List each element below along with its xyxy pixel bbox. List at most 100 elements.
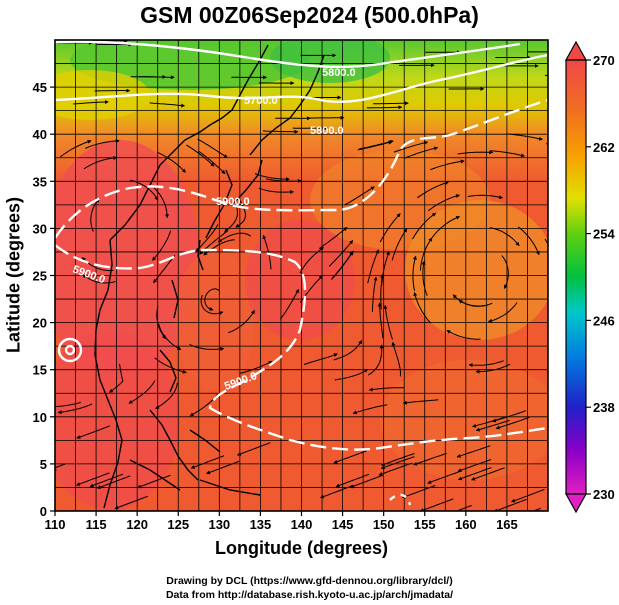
x-tick-label: 130 (208, 517, 230, 532)
streamline (195, 224, 219, 253)
x-tick-label: 165 (496, 517, 518, 532)
contour-label: 5700.0 (244, 95, 278, 107)
streamline (393, 140, 429, 153)
streamline (262, 129, 299, 134)
y-axis-label: Latitude (degrees) (3, 196, 24, 354)
colorbar: 270 262 254 246 238 230 (564, 40, 615, 514)
streamline (331, 250, 354, 280)
y-tick-label: 30 (33, 221, 47, 236)
streamline (431, 215, 461, 238)
streamline (495, 416, 530, 430)
streamline (198, 150, 226, 175)
streamline (156, 151, 186, 173)
streamline (380, 453, 415, 466)
streamline (303, 353, 338, 365)
streamline (83, 155, 118, 170)
colorbar-tick-label: 254 (593, 227, 615, 242)
streamline (94, 88, 131, 93)
streamline (419, 237, 433, 271)
streamline (114, 495, 148, 510)
streamline (75, 472, 110, 486)
y-tick-label: 45 (33, 80, 47, 95)
streamline (413, 452, 447, 466)
streamline (189, 344, 225, 351)
streamline (85, 138, 120, 149)
streamline (186, 144, 215, 167)
streamline (149, 102, 186, 108)
streamline (90, 198, 100, 232)
y-tick-label: 10 (33, 410, 47, 425)
streamline (417, 181, 450, 199)
streamline (158, 323, 182, 351)
x-tick-label: 140 (291, 517, 313, 532)
streamline (379, 213, 401, 243)
streamline (235, 197, 246, 228)
streamline (349, 474, 383, 489)
streamline (358, 139, 394, 150)
colorbar-tick-label: 230 (593, 487, 615, 502)
x-tick-label: 145 (332, 517, 354, 532)
colorbar-tick-label: 262 (593, 140, 615, 155)
streamline (152, 230, 172, 261)
streamline (96, 475, 131, 489)
streamline (299, 247, 324, 274)
streamline (371, 276, 378, 313)
y-tick-label: 20 (33, 316, 47, 331)
streamline (55, 463, 66, 469)
streamline (377, 302, 384, 339)
streamline (517, 226, 540, 256)
streamline (368, 387, 405, 392)
x-axis-ticks: 110 115 120 125 130 135 140 145 150 155 160 165 (45, 511, 518, 532)
streamline (457, 467, 492, 481)
colorbar-tick-label: 270 (593, 53, 615, 68)
streamline (378, 462, 413, 476)
streamline (153, 254, 176, 284)
y-tick-label: 40 (33, 127, 47, 142)
streamline (402, 399, 439, 405)
streamline (427, 470, 461, 484)
streamline (419, 498, 454, 511)
streamline (391, 341, 402, 377)
streamline (333, 339, 363, 361)
streamline (404, 146, 439, 159)
x-tick-label: 155 (414, 517, 436, 532)
geopotential-contours (55, 40, 548, 506)
x-axis-label: Longitude (degrees) (214, 538, 388, 558)
streamline (367, 344, 384, 376)
streamline (217, 232, 251, 243)
streamline (279, 288, 300, 320)
y-tick-label: 0 (40, 504, 47, 519)
streamline (154, 357, 187, 374)
streamline (55, 473, 56, 475)
streamline (467, 194, 504, 200)
streamline (205, 460, 240, 475)
streamline (239, 360, 273, 374)
x-tick-label: 150 (373, 517, 395, 532)
streamline (430, 159, 465, 171)
streamline (203, 239, 235, 256)
colorbar-tick-label: 246 (593, 313, 615, 328)
x-tick-label: 110 (45, 517, 66, 532)
streamline (489, 227, 520, 247)
y-tick-label: 35 (33, 174, 47, 189)
streamline (197, 138, 228, 158)
streamline (204, 288, 220, 311)
streamline (200, 294, 224, 316)
streamline (190, 455, 225, 469)
streamline (344, 186, 375, 206)
streamline (373, 101, 409, 106)
streamline (413, 291, 432, 324)
contour-label: 5900.0 (216, 196, 250, 208)
x-tick-label: 160 (455, 517, 477, 532)
streamline (412, 255, 417, 292)
streamline (367, 249, 379, 284)
streamline (59, 139, 92, 158)
chart-title: GSM 00Z06Sep2024 (500.0hPa) (140, 2, 479, 28)
streamline (493, 498, 528, 511)
streamline (130, 179, 159, 201)
y-axis-ticks: 0 5 10 15 20 25 30 35 40 45 (33, 80, 55, 519)
streamline (412, 212, 437, 240)
y-tick-label: 15 (33, 363, 47, 378)
streamline (428, 194, 461, 212)
